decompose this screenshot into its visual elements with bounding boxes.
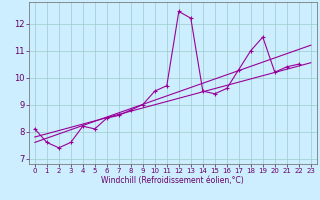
X-axis label: Windchill (Refroidissement éolien,°C): Windchill (Refroidissement éolien,°C) — [101, 176, 244, 185]
